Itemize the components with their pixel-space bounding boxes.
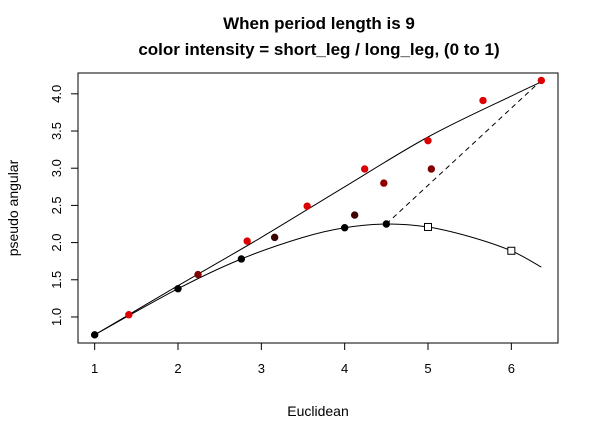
data-point xyxy=(350,211,359,219)
x-tick-label: 2 xyxy=(174,361,181,376)
data-point xyxy=(303,202,311,210)
data-point xyxy=(237,255,246,263)
data-point xyxy=(194,270,202,279)
data-point xyxy=(360,165,369,173)
y-tick-label: 3.5 xyxy=(49,122,64,140)
data-point xyxy=(125,311,133,319)
chart-title-line1: When period length is 9 xyxy=(223,14,415,33)
x-tick-label: 6 xyxy=(508,361,515,376)
data-point xyxy=(243,237,251,245)
data-point xyxy=(537,76,546,85)
data-point xyxy=(340,224,349,232)
y-axis-label: pseudo angular xyxy=(5,159,21,256)
curves xyxy=(94,80,542,336)
data-point xyxy=(427,165,436,173)
y-tick-label: 2.0 xyxy=(49,234,64,252)
data-point xyxy=(270,233,279,242)
y-axis: 1.0 1.5 2.0 2.5 3.0 3.5 4.0 xyxy=(49,85,79,326)
x-axis-label: Euclidean xyxy=(287,403,349,419)
data-point xyxy=(174,285,182,293)
data-point xyxy=(380,179,388,187)
open-square-point xyxy=(424,222,432,231)
dashed-line xyxy=(385,80,542,225)
data-point xyxy=(479,96,487,105)
x-tick-label: 5 xyxy=(424,361,431,376)
data-point xyxy=(382,220,391,228)
x-tick-label: 4 xyxy=(341,361,348,376)
x-tick-label: 3 xyxy=(258,361,265,376)
markers xyxy=(90,76,546,339)
y-tick-label: 4.0 xyxy=(49,85,64,103)
lower-curve xyxy=(94,223,542,336)
y-tick-label: 3.0 xyxy=(49,159,64,177)
chart-title-line2: color intensity = short_leg / long_leg, … xyxy=(138,40,499,59)
open-square-point xyxy=(507,246,516,255)
y-tick-label: 2.5 xyxy=(49,196,64,214)
data-point xyxy=(90,331,99,339)
x-tick-label: 1 xyxy=(91,361,98,376)
x-axis: 1 2 3 4 5 6 xyxy=(91,342,515,376)
y-tick-label: 1.5 xyxy=(49,271,64,289)
y-tick-label: 1.0 xyxy=(49,308,64,326)
data-point xyxy=(424,136,432,145)
